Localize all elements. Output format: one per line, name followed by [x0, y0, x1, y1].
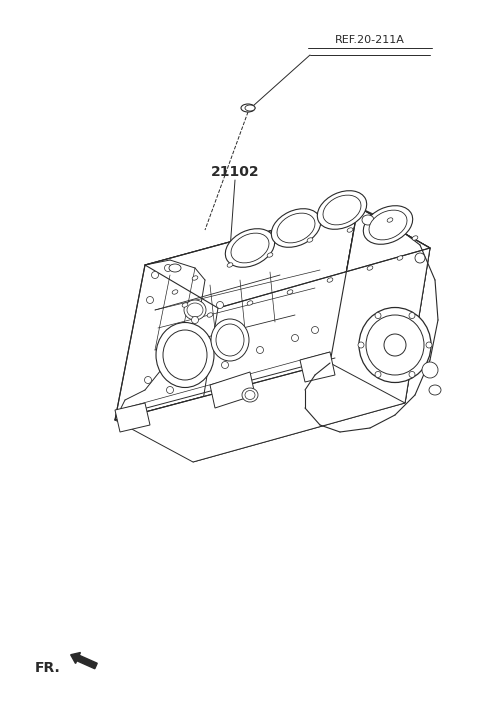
Ellipse shape	[182, 303, 188, 307]
Ellipse shape	[415, 253, 425, 263]
Polygon shape	[115, 207, 358, 420]
Ellipse shape	[152, 271, 158, 279]
Ellipse shape	[184, 300, 206, 320]
Ellipse shape	[317, 190, 367, 229]
Ellipse shape	[409, 372, 415, 377]
Ellipse shape	[358, 342, 364, 348]
FancyArrow shape	[71, 652, 97, 669]
Ellipse shape	[146, 296, 154, 304]
Ellipse shape	[192, 316, 199, 324]
Ellipse shape	[412, 236, 418, 240]
Ellipse shape	[347, 228, 353, 232]
Polygon shape	[330, 207, 430, 403]
Ellipse shape	[216, 301, 224, 309]
Ellipse shape	[169, 264, 181, 272]
Text: FR.: FR.	[35, 661, 61, 675]
Ellipse shape	[287, 290, 293, 294]
Ellipse shape	[277, 213, 315, 243]
Ellipse shape	[375, 372, 381, 377]
Ellipse shape	[362, 215, 374, 225]
Polygon shape	[115, 403, 150, 432]
Polygon shape	[193, 248, 430, 462]
Ellipse shape	[227, 263, 233, 267]
Ellipse shape	[397, 256, 403, 260]
Ellipse shape	[323, 195, 361, 225]
Ellipse shape	[426, 342, 432, 348]
Ellipse shape	[172, 290, 178, 294]
Text: REF.20-211A: REF.20-211A	[335, 35, 405, 45]
Ellipse shape	[192, 276, 198, 280]
Ellipse shape	[245, 390, 255, 400]
Ellipse shape	[422, 362, 438, 378]
Ellipse shape	[375, 313, 381, 319]
Ellipse shape	[221, 362, 228, 369]
Ellipse shape	[363, 205, 413, 244]
Polygon shape	[210, 372, 255, 408]
Ellipse shape	[245, 105, 255, 111]
Ellipse shape	[256, 347, 264, 354]
Ellipse shape	[156, 322, 214, 387]
Ellipse shape	[216, 324, 244, 356]
Ellipse shape	[366, 315, 424, 375]
Ellipse shape	[429, 385, 441, 395]
Ellipse shape	[267, 253, 273, 257]
Ellipse shape	[211, 319, 249, 361]
Ellipse shape	[241, 104, 255, 112]
Ellipse shape	[165, 264, 171, 271]
Ellipse shape	[307, 238, 313, 242]
Ellipse shape	[359, 307, 431, 382]
Ellipse shape	[225, 228, 275, 267]
Ellipse shape	[384, 334, 406, 356]
Ellipse shape	[187, 303, 203, 317]
Polygon shape	[145, 207, 430, 308]
Ellipse shape	[387, 218, 393, 222]
Ellipse shape	[207, 313, 213, 317]
Text: 21102: 21102	[211, 165, 259, 179]
Ellipse shape	[247, 301, 253, 305]
Polygon shape	[300, 352, 335, 382]
Ellipse shape	[367, 266, 373, 270]
Ellipse shape	[409, 313, 415, 319]
Ellipse shape	[369, 210, 407, 240]
Ellipse shape	[167, 387, 173, 394]
Ellipse shape	[144, 377, 152, 384]
Ellipse shape	[327, 278, 333, 282]
Ellipse shape	[231, 233, 269, 263]
Ellipse shape	[163, 330, 207, 380]
Ellipse shape	[271, 208, 321, 247]
Polygon shape	[115, 363, 405, 462]
Ellipse shape	[291, 334, 299, 342]
Ellipse shape	[312, 326, 319, 334]
Ellipse shape	[242, 388, 258, 402]
Polygon shape	[330, 207, 430, 403]
